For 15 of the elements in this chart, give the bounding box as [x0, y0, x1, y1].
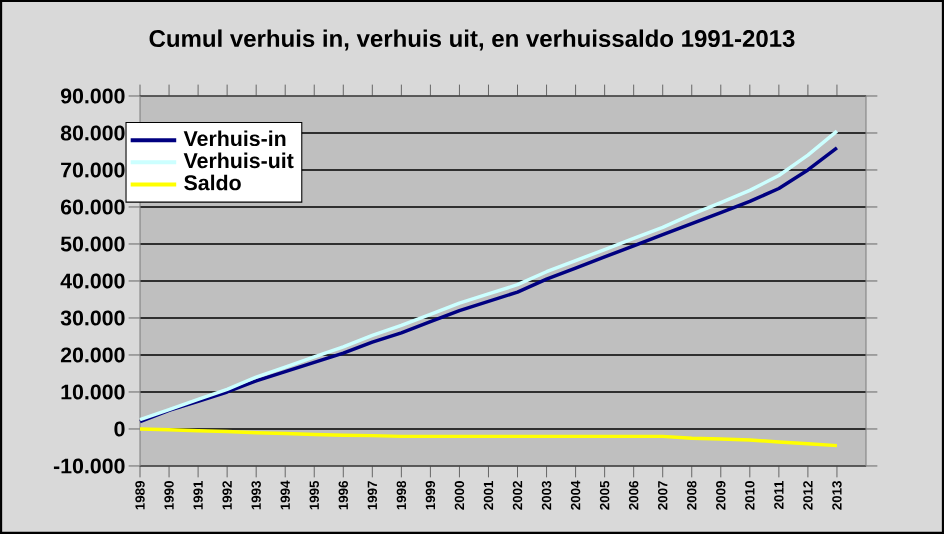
- y-tick-label: 10.000: [61, 384, 125, 400]
- legend-label: Verhuis-in: [183, 130, 286, 147]
- y-tick-label: 60.000: [60, 199, 125, 215]
- y-tick-label: 30.000: [60, 310, 125, 326]
- y-tick-label: 70.000: [61, 162, 125, 178]
- y-tick-label: 40.000: [60, 273, 125, 289]
- y-tick-label: 80.000: [60, 125, 125, 141]
- y-tick-label: 90.000: [60, 88, 125, 104]
- y-tick-label: 0: [114, 421, 125, 437]
- y-tick-label: -10.000: [53, 458, 125, 474]
- y-tick-label: 20.000: [60, 347, 125, 363]
- y-tick-label: 50.000: [60, 236, 125, 252]
- legend-label: Verhuis-uit: [183, 152, 294, 169]
- chart-title: Cumul verhuis in, verhuis uit, en verhuissaldo 1991-2013: [149, 29, 795, 51]
- legend-label: Saldo: [184, 174, 241, 191]
